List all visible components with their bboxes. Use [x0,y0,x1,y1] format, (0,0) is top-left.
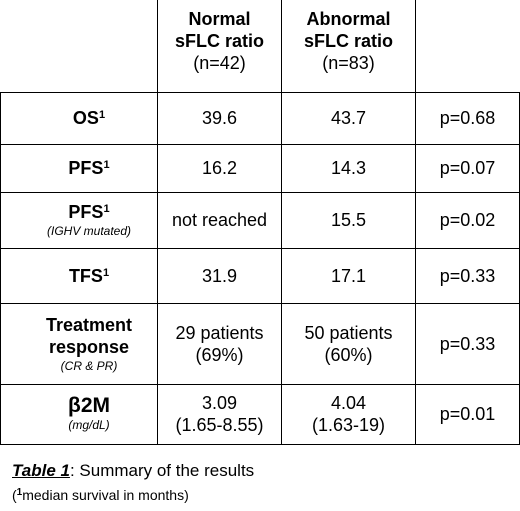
header-abnormal-n: (n=83) [322,53,375,73]
table-row: OS1 39.6 43.7 p=0.68 [0,91,520,145]
table-row: β2M (mg/dL) 3.09 (1.65-8.55) 4.04 (1.63-… [0,383,520,445]
cell-normal-line2: (69%) [195,344,244,365]
cell-abnormal: 4.04 (1.63-19) [281,383,416,445]
cell-pvalue: p=0.07 [415,143,520,193]
row-label-note: (IGHV mutated) [46,224,132,238]
table-row: PFS1 16.2 14.3 p=0.07 [0,143,520,193]
row-label-text: PFS [68,202,104,222]
table-row: PFS1 (IGHV mutated) not reached 15.5 p=0… [0,191,520,249]
row-label-text: PFS [68,158,104,178]
cell-abnormal: 15.5 [281,191,416,249]
table-caption: Table 1: Summary of the results [12,461,254,481]
cell-abnormal-line2: (1.63-19) [311,415,386,435]
cell-normal: 16.2 [157,143,282,193]
cell-normal: 29 patients (69%) [157,302,282,385]
footnote-text: median survival in months) [22,487,189,503]
header-normal-line2: sFLC ratio [174,31,264,51]
row-label: OS1 [0,91,158,145]
header-normal: Normal sFLC ratio (n=42) [157,0,282,93]
caption-text: : Summary of the results [69,461,255,480]
cell-normal: 3.09 (1.65-8.55) [157,383,282,445]
footnote-open: ( [12,487,17,503]
row-label-note: (mg/dL) [68,418,110,432]
table-row: TFS1 31.9 17.1 p=0.33 [0,247,520,304]
row-label: β2M (mg/dL) [0,383,158,445]
cell-normal: not reached [157,191,282,249]
row-label: TFS1 [0,247,158,304]
row-label: PFS1 (IGHV mutated) [0,191,158,249]
row-label-text: OS [72,108,99,128]
table-row: Treatment response (CR & PR) 29 patients… [0,302,520,385]
row-label-text: β2M [68,394,110,417]
row-label: Treatment response (CR & PR) [0,302,158,385]
header-corner [1,0,158,92]
cell-normal-line1: 3.09 [201,393,238,413]
row-label-line1: Treatment [45,314,133,335]
cell-normal-line2: (1.65-8.55) [175,415,264,435]
row-label-sup: 1 [103,203,110,215]
header-abnormal-line2: sFLC ratio [303,31,393,51]
row-label-sup: 1 [103,159,110,171]
footnote-sup: 1 [16,487,23,498]
cell-abnormal-line2: (60%) [324,344,373,365]
row-label-sup: 1 [98,109,106,121]
cell-abnormal: 43.7 [281,91,416,145]
cell-normal: 39.6 [157,91,282,145]
cell-pvalue: p=0.33 [415,247,520,304]
row-label-sup: 1 [102,266,110,279]
row-label: PFS1 [0,143,158,193]
cell-pvalue: p=0.01 [415,383,520,445]
cell-normal-line1: 29 patients [175,322,264,343]
row-label-note: (CR & PR) [60,358,118,373]
header-normal-n: (n=42) [193,53,246,73]
row-label-line2: response [48,336,130,357]
row-label-text: TFS [68,265,103,286]
header-normal-line1: Normal [188,9,251,29]
caption-table-ref: Table 1 [12,461,70,480]
cell-abnormal: 17.1 [281,247,416,304]
footnote: (1median survival in months) [12,486,189,504]
cell-pvalue: p=0.68 [415,91,520,145]
cell-abnormal-line1: 50 patients [304,322,393,343]
cell-abnormal: 50 patients (60%) [281,302,416,385]
cell-pvalue: p=0.33 [415,302,520,385]
header-abnormal-line1: Abnormal [306,9,391,29]
results-table: Normal sFLC ratio (n=42) Abnormal sFLC r… [0,0,520,445]
cell-normal: 31.9 [157,247,282,304]
header-abnormal: Abnormal sFLC ratio (n=83) [281,0,416,93]
table-header-row: Normal sFLC ratio (n=42) Abnormal sFLC r… [1,0,520,93]
cell-abnormal-line1: 4.04 [330,393,367,413]
cell-pvalue: p=0.02 [415,191,520,249]
header-pvalue [415,0,520,93]
cell-abnormal: 14.3 [281,143,416,193]
